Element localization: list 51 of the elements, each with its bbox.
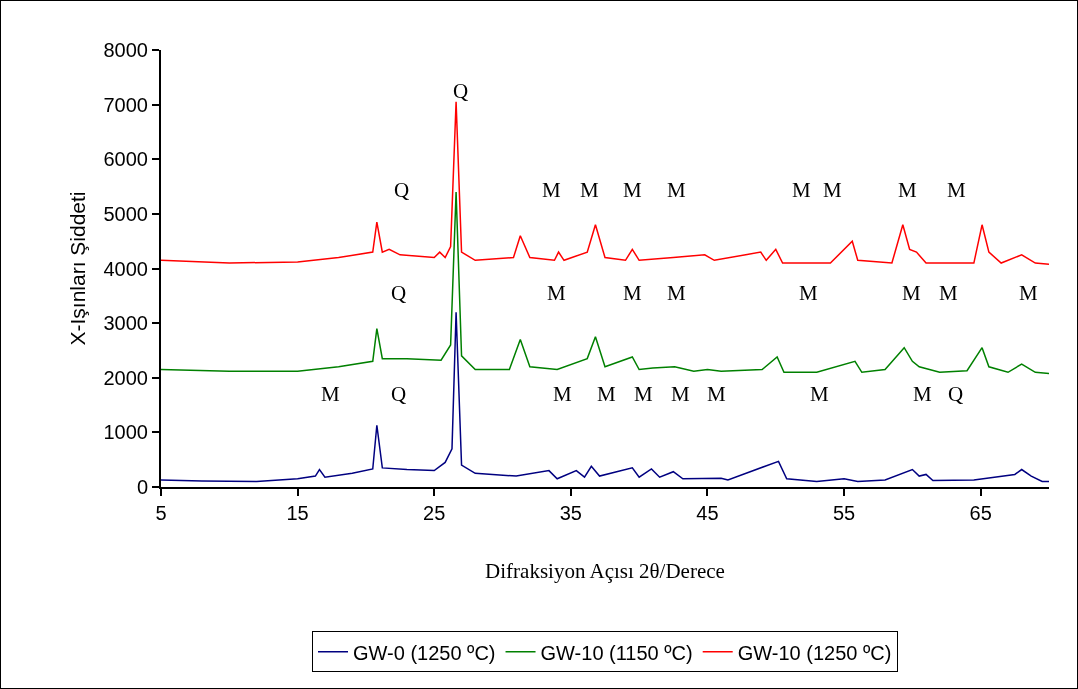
- annotation: M: [792, 178, 811, 202]
- annotation: M: [597, 382, 616, 406]
- y-tick-label: 7000: [103, 93, 148, 116]
- y-tick-label: 4000: [103, 257, 148, 280]
- annotation: M: [898, 178, 917, 202]
- annotation: Q: [948, 382, 964, 406]
- annotation: M: [623, 178, 642, 202]
- y-tick-label: 2000: [103, 366, 148, 389]
- y-tick-label: 3000: [103, 312, 148, 335]
- y-tick-label: 6000: [103, 148, 148, 171]
- annotation: M: [623, 281, 642, 305]
- y-tick-label: 8000: [103, 39, 148, 61]
- y-tick-label: 5000: [103, 202, 148, 225]
- line-series: [161, 101, 1049, 265]
- legend-label: GW-10 (1150 ºC): [540, 641, 693, 664]
- line-series: [161, 311, 1049, 483]
- annotation: M: [667, 178, 686, 202]
- annotation: M: [939, 281, 958, 305]
- y-tick-label: 0: [136, 476, 148, 498]
- annotation: M: [913, 382, 932, 406]
- annotation: M: [321, 382, 340, 406]
- annotation: M: [671, 382, 690, 406]
- x-tick-label: 15: [286, 502, 309, 524]
- y-tick-label: 1000: [103, 421, 148, 444]
- annotation: Q: [391, 382, 407, 406]
- x-tick-label: 55: [832, 502, 856, 524]
- x-tick-label: 25: [423, 502, 446, 524]
- annotation: M: [902, 281, 921, 305]
- x-axis-title: Difraksiyon Açısı 2θ/Derece: [485, 558, 725, 583]
- x-tick-label: 45: [696, 502, 719, 524]
- annotation: M: [547, 281, 566, 305]
- legend-label: GW-10 (1250 ºC): [737, 641, 892, 664]
- annotation: M: [707, 382, 726, 406]
- x-tick-label: 5: [155, 502, 167, 524]
- annotation: M: [810, 382, 829, 406]
- annotation: M: [823, 178, 842, 202]
- annotation: M: [553, 382, 572, 406]
- annotation: M: [634, 382, 653, 406]
- annotation: M: [947, 178, 966, 202]
- annotation: M: [542, 178, 561, 202]
- annotation: Q: [391, 281, 407, 305]
- annotation: M: [1019, 281, 1038, 305]
- x-tick-label: 65: [969, 502, 992, 524]
- legend-label: GW-0 (1250 ºC): [353, 641, 496, 664]
- x-tick-label: 35: [559, 502, 582, 524]
- annotation: Q: [394, 178, 410, 202]
- annotation: M: [580, 178, 599, 202]
- annotation: Q: [453, 79, 469, 103]
- annotation: M: [799, 281, 818, 305]
- annotation: M: [667, 281, 686, 305]
- y-axis-title: X-Işınları Şiddeti: [66, 191, 90, 346]
